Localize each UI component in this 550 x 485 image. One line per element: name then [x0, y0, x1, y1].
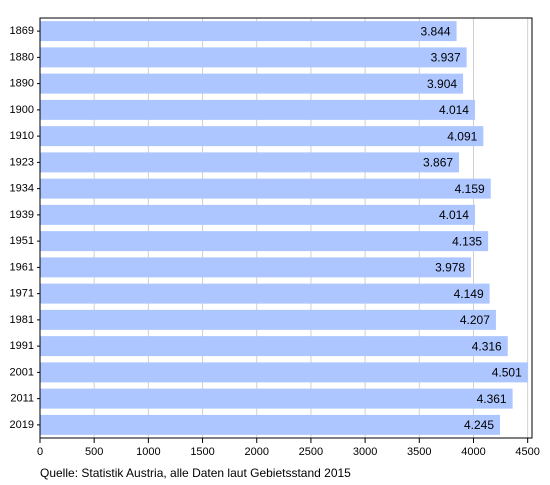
plot-frame: [39, 17, 533, 439]
y-tick-label: 1971: [10, 288, 34, 300]
value-label: 4.245: [464, 418, 494, 432]
bar: [40, 309, 496, 330]
bar: [40, 336, 508, 357]
value-label: 4.014: [439, 208, 469, 222]
source-note: Quelle: Statistik Austria, alle Daten la…: [40, 466, 351, 480]
bar: [40, 126, 484, 147]
bar: [40, 362, 528, 383]
x-tick-label: 1000: [136, 446, 160, 458]
y-tick-label: 2011: [10, 393, 34, 405]
y-tick-label: 1981: [10, 314, 34, 326]
y-tick-label: 1880: [10, 51, 34, 63]
value-label: 4.207: [460, 313, 490, 327]
bar: [40, 21, 457, 42]
bar: [40, 47, 467, 68]
x-tick-label: 2500: [299, 446, 323, 458]
y-tick-label: 1890: [10, 78, 34, 90]
y-tick-label: 1961: [10, 261, 34, 273]
value-label: 3.844: [421, 24, 451, 38]
bar: [40, 257, 472, 278]
value-label: 4.159: [455, 182, 485, 196]
y-tick-label: 1991: [10, 340, 34, 352]
y-tick-label: 1934: [10, 183, 34, 195]
x-tick-label: 4500: [515, 446, 539, 458]
value-label: 4.091: [447, 129, 477, 143]
bar: [40, 99, 475, 120]
bar: [40, 388, 513, 409]
bar: [40, 152, 460, 173]
value-label: 4.149: [454, 287, 484, 301]
bar: [40, 231, 489, 252]
x-tick-label: 1500: [190, 446, 214, 458]
value-label: 3.978: [435, 261, 465, 275]
value-label: 4.361: [477, 392, 507, 406]
bar: [40, 283, 490, 304]
bar: [40, 73, 464, 94]
y-tick-label: 2019: [10, 419, 34, 431]
value-label: 4.135: [452, 234, 482, 248]
value-label: 4.014: [439, 103, 469, 117]
bar: [40, 204, 475, 225]
x-tick-label: 4000: [461, 446, 485, 458]
y-tick-label: 2001: [10, 366, 34, 378]
y-tick-label: 1951: [10, 235, 34, 247]
y-tick-label: 1910: [10, 130, 34, 142]
value-label: 3.937: [431, 51, 461, 65]
value-label: 4.316: [472, 339, 502, 353]
bar: [40, 414, 501, 435]
y-tick-label: 1900: [10, 104, 34, 116]
value-label: 3.904: [427, 77, 457, 91]
x-tick-label: 0: [37, 446, 43, 458]
x-tick-label: 2000: [244, 446, 268, 458]
y-tick-label: 1869: [10, 25, 34, 37]
y-tick-label: 1939: [10, 209, 34, 221]
value-label: 4.501: [492, 366, 522, 380]
bar: [40, 178, 491, 199]
y-tick-label: 1923: [10, 156, 34, 168]
value-label: 3.867: [423, 156, 453, 170]
x-tick-label: 500: [85, 446, 103, 458]
x-tick-label: 3000: [353, 446, 377, 458]
x-tick-label: 3500: [407, 446, 431, 458]
